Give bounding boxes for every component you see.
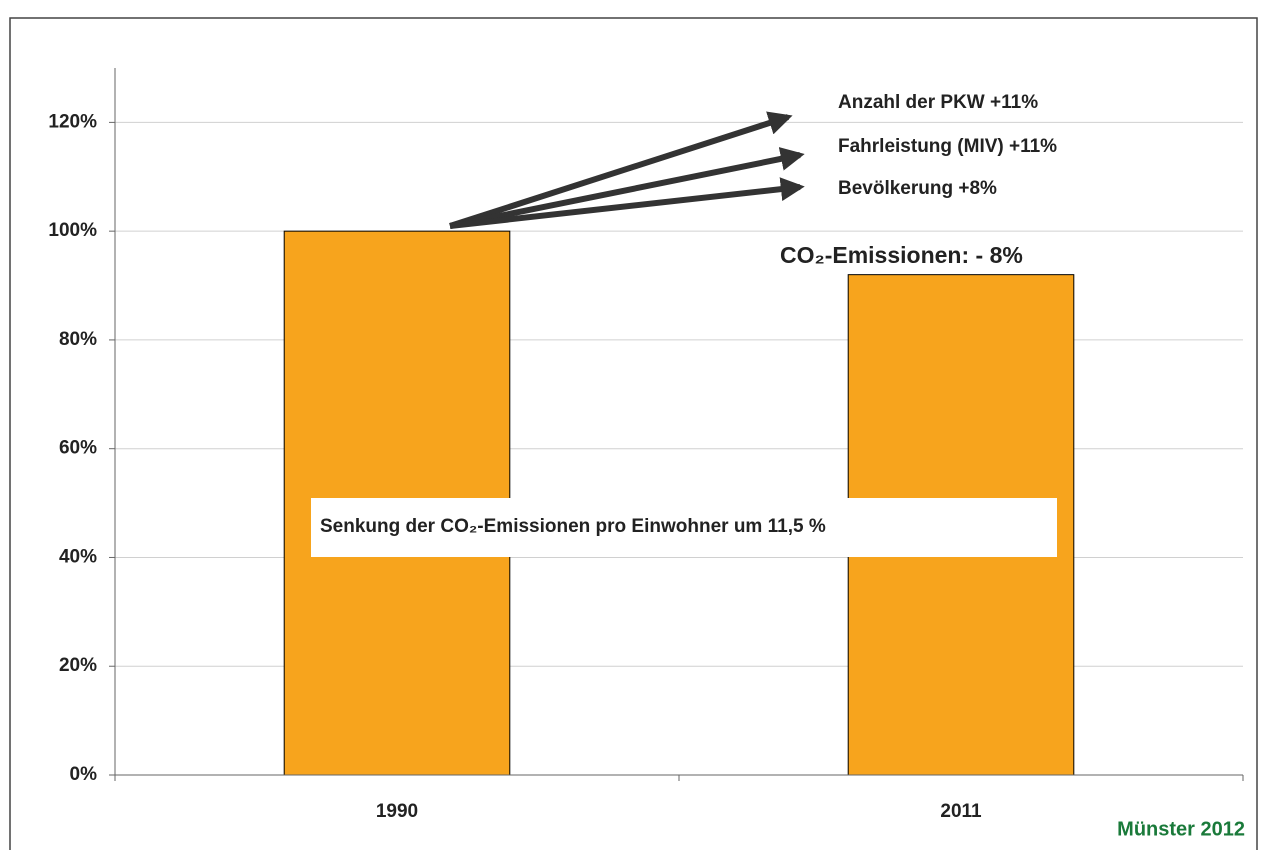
arrow bbox=[449, 177, 805, 229]
y-tick-label: 100% bbox=[48, 220, 97, 241]
annotation: Fahrleistung (MIV) +11% bbox=[838, 136, 1057, 157]
x-tick-label: 1990 bbox=[376, 801, 418, 822]
annotation: Bevölkerung +8% bbox=[838, 178, 997, 199]
annotation: Anzahl der PKW +11% bbox=[838, 92, 1038, 113]
y-tick-label: 20% bbox=[59, 655, 97, 676]
frame bbox=[9, 17, 1258, 850]
y-tick-label: 120% bbox=[48, 111, 97, 132]
note: Senkung der CO₂-Emissionen pro Einwohner… bbox=[320, 516, 826, 537]
y-tick-label: 80% bbox=[59, 329, 97, 350]
y-tick-label: 60% bbox=[59, 438, 97, 459]
x-tick-label: 2011 bbox=[940, 801, 982, 822]
note-box bbox=[311, 498, 1057, 557]
value-note: CO₂-Emissionen: - 8% bbox=[780, 242, 1023, 268]
y-tick-label: 0% bbox=[70, 764, 98, 785]
arrow bbox=[449, 147, 805, 229]
arrow bbox=[449, 111, 793, 229]
footer: Münster 2012 bbox=[1117, 818, 1245, 840]
y-tick-label: 40% bbox=[59, 546, 97, 567]
